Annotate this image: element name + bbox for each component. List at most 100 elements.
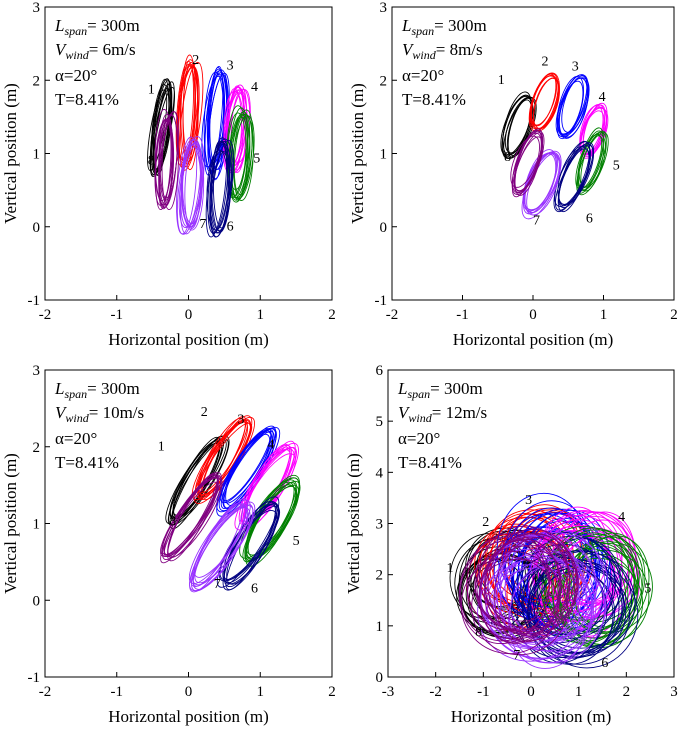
y-tick-label: 3	[33, 0, 41, 16]
trajectory-6-loop	[533, 570, 616, 658]
trajectory-6-loop	[511, 531, 616, 636]
trajectory-2-loop	[533, 77, 560, 130]
trajectory-8-loop	[460, 556, 559, 655]
y-axis-label: Vertical position (m)	[348, 83, 367, 224]
annotation-span: Lspan= 300m	[397, 379, 483, 401]
point-label-1: 1	[148, 82, 155, 97]
y-tick-label: 3	[376, 517, 384, 533]
point-label-3: 3	[525, 493, 532, 508]
trajectory-8-loop	[158, 113, 174, 206]
trajectory-2-loop	[198, 421, 248, 496]
trajectory-8-loop	[514, 128, 543, 192]
trajectory-7-loop	[184, 146, 202, 229]
x-tick-label: 0	[185, 684, 193, 700]
x-axis-label: Horizontal position (m)	[451, 707, 612, 726]
point-label-4: 4	[268, 437, 275, 452]
x-tick-label: 2	[328, 307, 336, 323]
point-label-6: 6	[227, 219, 234, 234]
trajectory-6-loop	[553, 140, 590, 213]
trajectory-7-loop	[523, 152, 559, 215]
point-label-6: 6	[601, 656, 608, 671]
x-tick-label: 0	[185, 307, 193, 323]
y-tick-label: 0	[376, 670, 384, 686]
x-tick-label: 0	[529, 307, 537, 323]
trajectory-8-loop	[161, 114, 179, 211]
trajectory-8-loop	[159, 111, 179, 209]
trajectory-2-loop	[197, 416, 247, 501]
trajectory-8-loop	[160, 472, 219, 564]
point-label-8: 8	[504, 150, 511, 165]
y-tick-label: 1	[380, 147, 388, 163]
trajectory-group	[147, 54, 255, 238]
trajectory-8-loop	[493, 537, 571, 643]
trajectory-6-loop	[222, 503, 280, 591]
point-label-3: 3	[227, 58, 234, 73]
trajectory-group	[449, 492, 653, 669]
point-label-2: 2	[192, 53, 199, 68]
x-tick-label: -2	[386, 307, 399, 323]
y-tick-label: -1	[28, 670, 41, 686]
x-tick-label: -1	[456, 307, 469, 323]
y-tick-label: 5	[376, 414, 384, 430]
y-tick-label: 0	[380, 220, 388, 236]
trajectory-2-loop	[530, 73, 557, 127]
trajectory-group	[500, 72, 609, 220]
x-tick-label: 1	[575, 684, 583, 700]
trajectory-8-loop	[484, 533, 579, 637]
trajectory-3-loop	[558, 80, 584, 136]
trajectory-5-loop	[551, 534, 639, 639]
x-tick-label: -3	[382, 684, 395, 700]
trajectory-5-loop	[228, 111, 251, 199]
trajectory-8-loop	[163, 474, 222, 556]
trajectory-5-loop	[580, 135, 604, 192]
y-axis-label: Vertical position (m)	[1, 83, 20, 224]
point-label-5: 5	[293, 534, 300, 549]
point-label-5: 5	[644, 582, 651, 597]
trajectory-7-loop	[500, 559, 607, 653]
point-label-3: 3	[572, 60, 579, 75]
x-axis-label: Horizontal position (m)	[108, 707, 269, 726]
trajectory-7-loop	[189, 501, 256, 592]
x-tick-label: -2	[39, 684, 52, 700]
trajectory-8-loop	[467, 551, 561, 640]
annotation-alpha: α=20°	[398, 429, 440, 448]
trajectory-7-loop	[181, 143, 205, 231]
trajectory-3-loop	[557, 75, 588, 140]
trajectory-1-loop	[507, 99, 533, 157]
point-label-2: 2	[542, 55, 549, 70]
trajectory-7-loop	[524, 152, 561, 216]
y-tick-label: 0	[33, 593, 41, 609]
point-label-4: 4	[618, 510, 625, 525]
trajectory-8-loop	[510, 135, 540, 188]
point-label-7: 7	[533, 214, 540, 229]
point-label-6: 6	[586, 211, 593, 226]
x-tick-label: -1	[111, 307, 124, 323]
y-axis-label: Vertical position (m)	[344, 453, 363, 594]
y-tick-label: 2	[33, 73, 41, 89]
annotation-turbulence: T=8.41%	[55, 90, 119, 109]
point-label-7: 7	[214, 577, 221, 592]
point-label-8: 8	[148, 154, 155, 169]
trajectory-8-loop	[487, 532, 577, 635]
x-tick-label: 0	[527, 684, 535, 700]
point-label-4: 4	[251, 80, 258, 95]
x-tick-label: 2	[623, 684, 631, 700]
trajectory-8-loop	[511, 130, 545, 195]
trajectory-2-loop	[476, 525, 554, 613]
point-label-1: 1	[447, 561, 454, 576]
trajectory-6-loop	[521, 558, 623, 654]
trajectory-4-loop	[234, 447, 297, 531]
trajectory-5-loop	[552, 557, 644, 649]
y-tick-label: 1	[376, 619, 384, 635]
trajectory-7-loop	[194, 505, 254, 584]
point-label-4: 4	[599, 90, 606, 105]
annotation-span: Lspan= 300m	[401, 16, 487, 38]
annotation-turbulence: T=8.41%	[398, 453, 462, 472]
y-tick-label: 6	[376, 363, 384, 379]
trajectory-5-loop	[244, 474, 301, 562]
annotation-span: Lspan= 300m	[54, 16, 140, 38]
y-tick-label: 3	[380, 0, 388, 16]
x-tick-label: -2	[39, 307, 52, 323]
